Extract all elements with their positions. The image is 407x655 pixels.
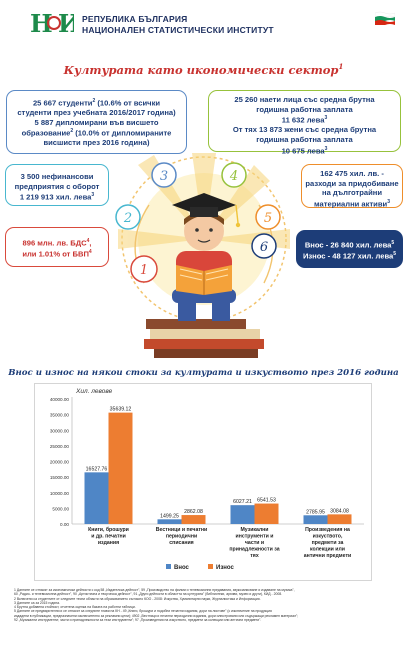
number-1: 1 xyxy=(140,263,148,278)
footnotes: 1 Данните се отнасят за икономически дей… xyxy=(14,588,404,622)
bulgarian-flag-icon xyxy=(375,11,395,25)
category-label: антични предмети xyxy=(304,553,351,559)
data-label: 16527.76 xyxy=(86,466,108,472)
number-6: 6 xyxy=(260,240,268,255)
footnote-line: 4 Брутна добавена стойност, отчетена оце… xyxy=(14,605,136,610)
chart-frame xyxy=(34,383,372,581)
footnote-line: 92 „Музикални инструменти; части и прина… xyxy=(14,618,262,623)
category-label: списания xyxy=(169,540,193,546)
legend-swatch-import xyxy=(166,564,171,569)
category-label: Музикални xyxy=(240,527,268,533)
y-tick-label: 30000.00 xyxy=(50,428,70,433)
data-label: 6541.53 xyxy=(257,498,276,504)
y-tick-label: 5000.00 xyxy=(52,506,69,511)
legend-swatch-export xyxy=(208,564,213,569)
category-label: и др. печатни xyxy=(91,534,126,540)
data-label: 35639.12 xyxy=(110,407,132,413)
category-label: Произведения на xyxy=(305,527,350,533)
header-line-2: НАЦИОНАЛЕН СТАТИСТИЧЕСКИ ИНСТИТУТ xyxy=(82,25,274,35)
y-tick-label: 10000.00 xyxy=(50,491,70,496)
category-label: колекции или xyxy=(310,547,345,553)
info-box-gva: 896 млн. лв. БДС4, или 1.01% от БВП4 xyxy=(5,227,109,267)
bar-chart: Хил. левове 0.00 5000.00 10000.00 15000.00 20… xyxy=(50,388,364,571)
info-box-employees: 25 260 наети лица със средна брутна годи… xyxy=(208,90,401,155)
bar-export xyxy=(181,515,206,524)
legend-label-import: Внос xyxy=(174,565,190,571)
y-tick-label: 20000.00 xyxy=(50,460,70,465)
y-tick-label: 15000.00 xyxy=(50,475,70,480)
footnote-line: 3 Данните са за 2015 година. xyxy=(14,600,60,605)
bar-import xyxy=(230,505,255,524)
data-label: 1499.25 xyxy=(160,513,179,519)
footnote-line: 5 Данните се предварителни и се отнасят … xyxy=(14,609,272,614)
y-tick-label: 25000.00 xyxy=(50,444,70,449)
category-label: изкуството, xyxy=(313,534,343,540)
chart-title: Внос и износ на някои стоки за културата… xyxy=(8,368,399,378)
category-label: предмети за xyxy=(312,540,344,546)
student-illustration: 1 2 3 4 5 6 xyxy=(115,153,290,358)
y-axis-label: Хил. левове xyxy=(75,388,113,395)
footnote-line: 1 Данните се отнасят за икономически дей… xyxy=(14,588,295,592)
nsi-logo: Н И xyxy=(30,10,74,36)
data-label: 2862.08 xyxy=(184,509,203,515)
number-5: 5 xyxy=(264,211,272,226)
bar-export xyxy=(327,514,352,524)
info-box-enterprises: 3 500 нефинансови предприятия с оборот 1… xyxy=(5,164,109,206)
footnote-line: 60 „Радио- и телевизионна дейност", 90 „… xyxy=(14,592,283,597)
bar-import xyxy=(157,519,182,524)
category-label: Вестници и печатни xyxy=(156,527,207,533)
category-label: Книги, брошури xyxy=(88,526,129,533)
bar-export xyxy=(108,412,133,524)
header-line-1: РЕПУБЛИКА БЪЛГАРИЯ xyxy=(82,14,188,24)
category-label: инструменти и xyxy=(236,534,274,540)
footnote-line: издадени в публикации, предназначени изк… xyxy=(14,613,299,618)
data-label: 2785.95 xyxy=(306,509,325,515)
info-box-trade: Внос - 26 840 хил. лева5 Износ - 48 127 … xyxy=(296,230,403,268)
bar-import xyxy=(84,472,109,524)
number-3: 3 xyxy=(160,169,168,184)
info-box-expenses: 162 475 хил. лв. - разходи за придобиван… xyxy=(301,164,403,208)
bar-import xyxy=(303,515,328,524)
data-label: 6027.21 xyxy=(233,499,252,505)
y-tick-label: 0.00 xyxy=(60,522,69,527)
number-4: 4 xyxy=(229,169,238,184)
category-label: периодични xyxy=(166,534,197,540)
y-tick-label: 35000.00 xyxy=(50,413,70,418)
info-box-students: 25 667 студенти2 (10.6% от всички студен… xyxy=(6,90,187,154)
legend-label-export: Износ xyxy=(216,565,235,571)
footnote-line: 2 Включени са студентите от следните тес… xyxy=(14,596,261,601)
y-tick-label: 40000.00 xyxy=(50,397,70,402)
category-label: издания xyxy=(98,540,119,546)
category-label: тях xyxy=(250,553,259,559)
page-title: Културата като икономически сектор1 xyxy=(63,62,344,77)
number-2: 2 xyxy=(123,211,132,226)
svg-text:Н: Н xyxy=(30,10,53,36)
data-label: 3084.08 xyxy=(330,508,349,514)
category-label: принадлежности за xyxy=(229,547,279,553)
category-label: части и xyxy=(245,540,264,546)
svg-text:И: И xyxy=(58,10,74,36)
bar-export xyxy=(254,503,279,524)
